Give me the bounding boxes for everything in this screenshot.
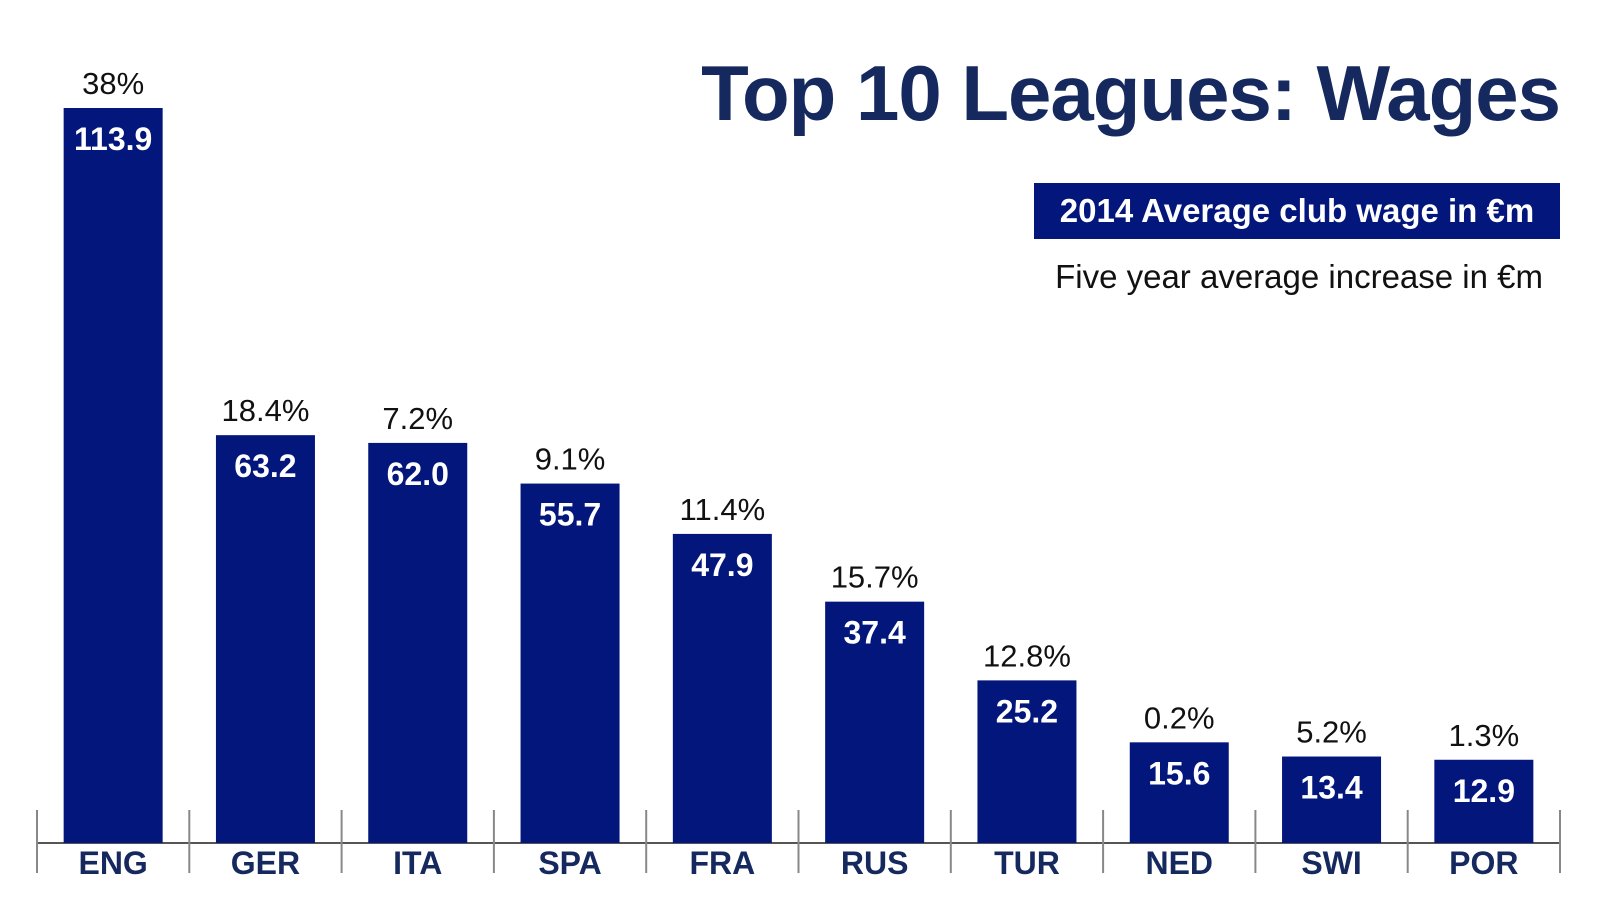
increase-label: 38% [82, 66, 144, 101]
value-label: 37.4 [844, 615, 906, 651]
bar-eng [63, 108, 163, 843]
bar-fra [672, 533, 772, 843]
category-label: GER [231, 845, 300, 881]
category-label: FRA [689, 845, 755, 881]
value-label: 15.6 [1148, 755, 1210, 791]
increase-label: 0.2% [1144, 700, 1215, 735]
legend-secondary: Five year average increase in €m [1055, 258, 1543, 295]
increase-label: 5.2% [1296, 715, 1367, 750]
category-label: RUS [841, 845, 909, 881]
chart-title: Top 10 Leagues: Wages [701, 49, 1561, 137]
category-label: TUR [994, 845, 1060, 881]
bar-spa [520, 483, 620, 843]
increase-label: 11.4% [680, 492, 766, 527]
increase-label: 12.8% [983, 638, 1071, 673]
bar-swi [1282, 756, 1382, 843]
category-label: NED [1145, 845, 1213, 881]
category-label: SWI [1301, 845, 1361, 881]
category-label: ITA [393, 845, 442, 881]
category-label: SPA [538, 845, 601, 881]
increase-label: 1.3% [1449, 718, 1520, 753]
bar-ita [368, 442, 468, 843]
value-label: 47.9 [691, 547, 753, 583]
value-label: 113.9 [74, 121, 152, 157]
increase-label: 9.1% [535, 442, 606, 477]
bar-por [1434, 759, 1534, 843]
value-label: 12.9 [1453, 773, 1515, 809]
bar-tur [977, 680, 1077, 843]
increase-label: 15.7% [831, 560, 919, 595]
category-label: POR [1449, 845, 1518, 881]
bar-rus [825, 601, 925, 843]
increase-label: 18.4% [221, 393, 309, 428]
bar-ger [215, 435, 315, 843]
value-label: 63.2 [234, 448, 296, 484]
legend-primary: 2014 Average club wage in €m [1034, 183, 1560, 239]
bar-ned [1129, 742, 1229, 843]
value-label: 25.2 [996, 693, 1058, 729]
value-label: 55.7 [539, 497, 601, 533]
value-label: 62.0 [387, 456, 449, 492]
category-label: ENG [78, 845, 147, 881]
increase-label: 7.2% [382, 401, 453, 436]
value-label: 13.4 [1300, 770, 1362, 806]
